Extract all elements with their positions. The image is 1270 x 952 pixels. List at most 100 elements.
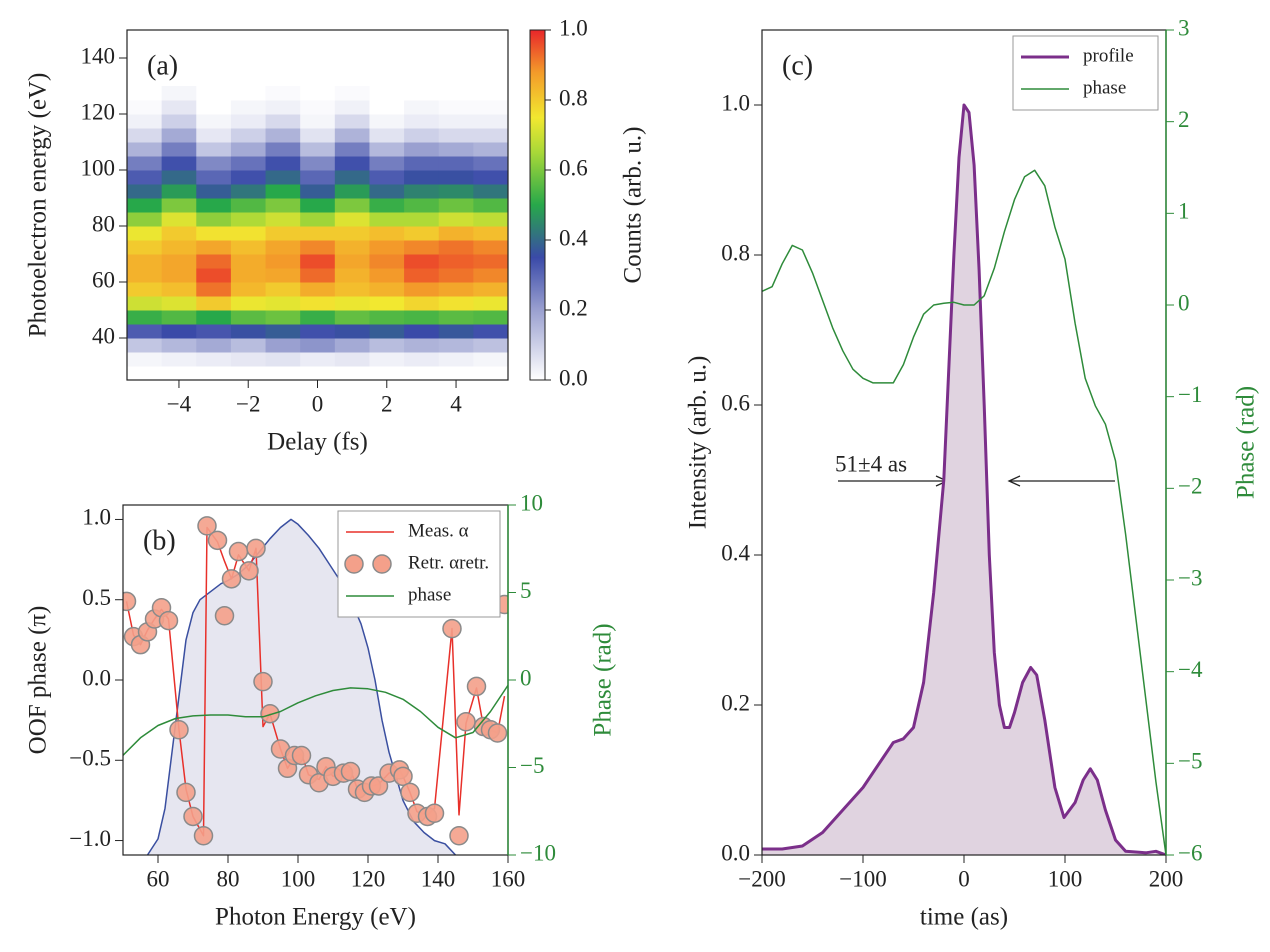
heat-cell xyxy=(161,296,197,311)
colorbar-tick-label: 0.6 xyxy=(559,155,588,180)
line xyxy=(762,169,1166,855)
y-tick-label: 60 xyxy=(92,267,115,292)
heat-cell xyxy=(369,282,405,297)
y-axis-label: Intensity (arb. u.) xyxy=(685,356,712,530)
y2-tick-label: −1 xyxy=(1178,382,1202,407)
x-tick-label: 0 xyxy=(958,866,970,891)
heat-cell xyxy=(473,352,508,367)
heat-cell xyxy=(473,296,508,311)
y2-tick-label: −6 xyxy=(1178,840,1202,865)
legend-label: Retr. αretr. xyxy=(408,552,489,573)
y-tick-label: 100 xyxy=(81,155,116,180)
y-tick-label: 0.4 xyxy=(721,540,750,565)
heat-cell xyxy=(438,268,474,283)
heat-cell xyxy=(404,254,440,269)
heat-cell xyxy=(230,324,267,339)
heat-cell xyxy=(404,142,440,157)
y-tick-label: 120 xyxy=(81,99,116,124)
heat-cell xyxy=(230,352,267,367)
heat-cell xyxy=(300,282,336,297)
marker xyxy=(221,569,242,589)
heat-cell xyxy=(300,310,336,325)
heat-cell xyxy=(196,352,232,367)
x-tick-label: 100 xyxy=(1048,866,1083,891)
heat-cell xyxy=(230,184,267,199)
marker xyxy=(442,618,462,639)
marker xyxy=(169,720,189,740)
marker xyxy=(449,825,469,846)
heat-cell xyxy=(404,282,440,297)
heat-cell xyxy=(265,254,301,269)
heat-cell xyxy=(334,310,370,325)
x-axis-label: time (as) xyxy=(920,904,1008,931)
heat-cell xyxy=(127,212,163,227)
heat-cell xyxy=(265,296,301,311)
heat-cell xyxy=(404,338,440,353)
heat-cell xyxy=(438,296,474,311)
heat-cell xyxy=(300,324,336,339)
heat-cell xyxy=(265,114,301,129)
heat-cell xyxy=(230,142,267,157)
heat-cell xyxy=(334,338,370,353)
heat-cell xyxy=(127,198,163,213)
legend-box xyxy=(337,510,501,618)
marker xyxy=(193,825,214,846)
heat-cell xyxy=(369,296,405,311)
heat-cell xyxy=(473,114,508,129)
legend-label: Meas. α xyxy=(408,520,469,541)
heat-cell xyxy=(196,296,232,311)
x-tick-label: 4 xyxy=(450,391,462,416)
heat-cell xyxy=(230,310,267,325)
y2-tick-label: 1 xyxy=(1178,199,1190,224)
heat-cell xyxy=(127,184,163,199)
heat-cell xyxy=(334,296,370,311)
heat-cell xyxy=(300,142,336,157)
line xyxy=(123,684,508,756)
heat-cell xyxy=(473,198,508,213)
y-tick-label: 40 xyxy=(92,323,115,348)
heat-cell xyxy=(369,324,405,339)
heat-cell xyxy=(127,338,163,353)
heat-cell xyxy=(438,226,474,241)
x-tick-label: 60 xyxy=(147,866,170,891)
heat-cell xyxy=(438,86,474,101)
heat-cell xyxy=(334,268,370,283)
y-axis-label: Photoelectron energy (eV) xyxy=(25,73,52,338)
heat-cell xyxy=(438,170,474,185)
heat-cell xyxy=(334,282,370,297)
heat-cell xyxy=(369,86,405,101)
heat-cell xyxy=(196,156,232,171)
plot-area xyxy=(123,516,508,855)
heat-cell xyxy=(127,128,163,143)
heat-cell xyxy=(265,198,301,213)
heat-cell xyxy=(300,114,336,129)
y2-tick-label: 10 xyxy=(520,490,543,515)
heat-cell xyxy=(265,352,301,367)
y2-axis-label: Phase (rad) xyxy=(1233,386,1260,499)
heat-cell xyxy=(334,114,370,129)
heat-cell xyxy=(404,114,440,129)
heat-cell xyxy=(334,142,370,157)
heat-cell xyxy=(369,338,405,353)
heat-cell xyxy=(334,226,370,241)
heat-cell xyxy=(265,310,301,325)
heat-cell xyxy=(369,170,405,185)
heat-cell xyxy=(161,198,197,213)
heat-cell xyxy=(127,254,163,269)
marker xyxy=(123,591,137,612)
heat-cell xyxy=(161,86,197,101)
y-tick-label: −0.5 xyxy=(69,746,111,771)
panel-label: (c) xyxy=(782,50,813,81)
heat-cell xyxy=(369,184,405,199)
marker xyxy=(197,516,217,536)
heat-cell xyxy=(300,268,336,283)
y2-tick-label: −2 xyxy=(1178,474,1202,499)
legend-label: phase xyxy=(1083,77,1126,98)
marker xyxy=(176,782,196,803)
heat-cell xyxy=(127,240,163,255)
heat-cell xyxy=(369,100,405,115)
marker xyxy=(253,671,273,692)
x-tick-label: 2 xyxy=(381,391,393,416)
heat-cell xyxy=(473,226,508,241)
heat-cell xyxy=(127,268,163,283)
